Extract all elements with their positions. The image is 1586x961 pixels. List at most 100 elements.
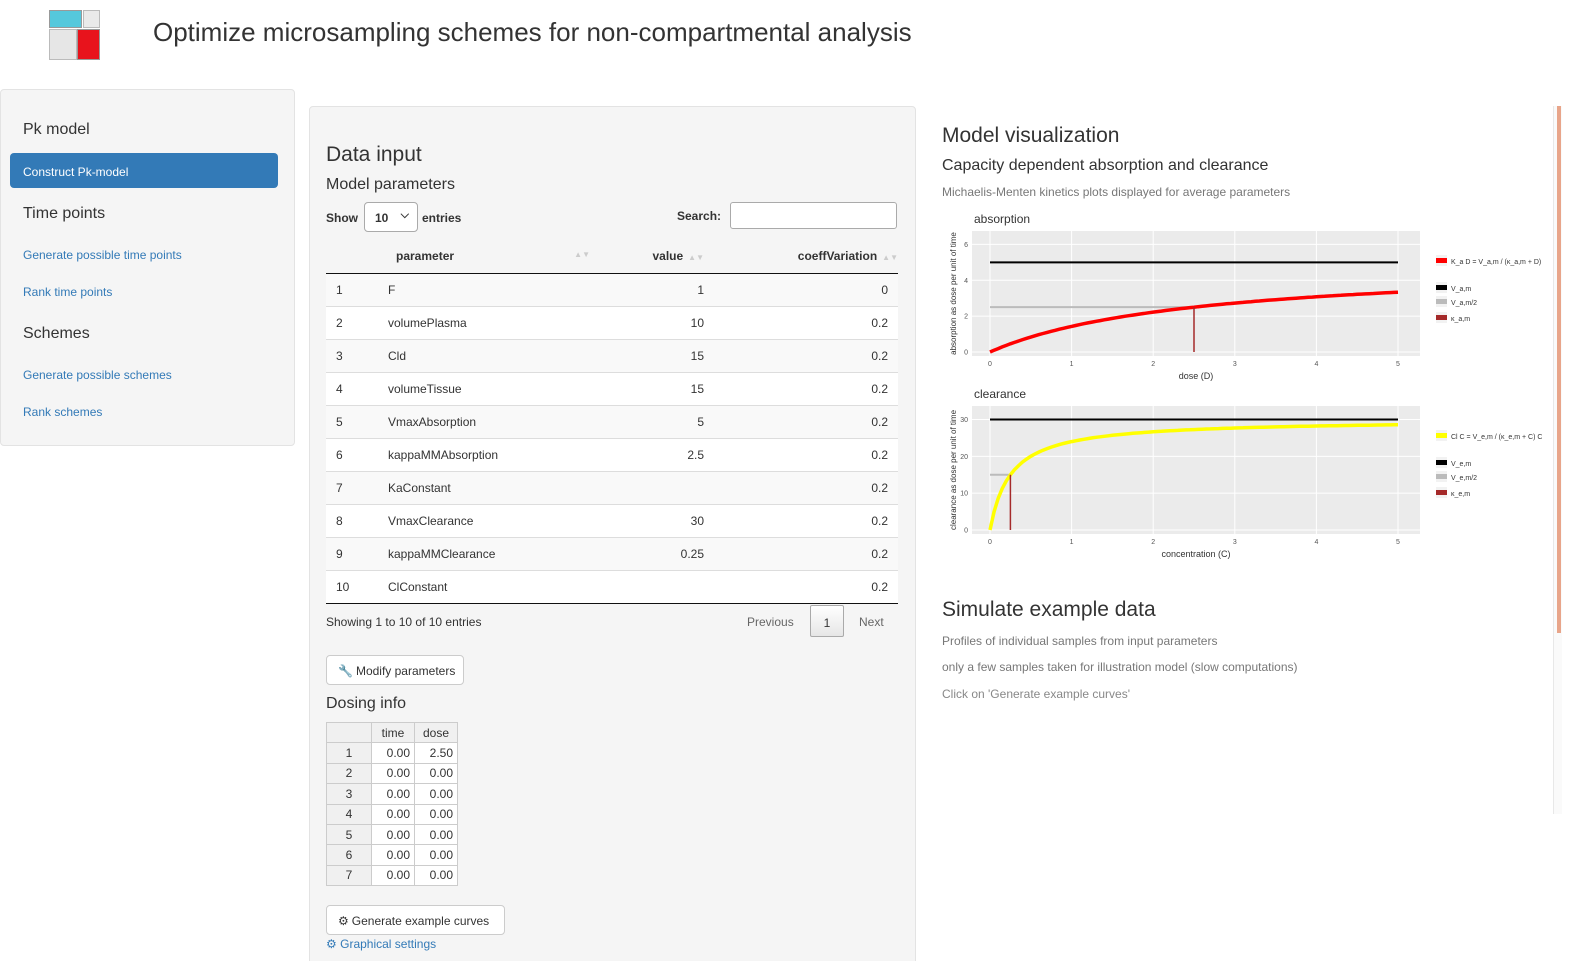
dosing-time-cell[interactable]: 0.00	[371, 864, 415, 887]
coeffvariation-cell: 0.2	[704, 503, 898, 537]
legend-swatch	[1436, 433, 1447, 438]
sidebar-item-construct-pk-model[interactable]: Construct Pk-model	[10, 153, 278, 188]
parameter-cell: volumePlasma	[364, 305, 594, 339]
pagination-previous[interactable]: Previous	[747, 615, 794, 629]
dosing-row-index: 2	[326, 762, 372, 785]
legend-label: Cl C = V_e,m / (κ_e,m + C) C	[1451, 434, 1542, 441]
x-tick-label: 4	[1314, 539, 1318, 546]
legend-label: V_a,m	[1451, 286, 1471, 293]
value-cell: 2.5	[594, 437, 704, 471]
parameter-cell: ClConstant	[364, 569, 594, 604]
table-row: 6 kappaMMAbsorption 2.5 0.2	[326, 437, 898, 471]
mm-curve	[988, 423, 1398, 531]
model-visualization-title: Model visualization	[942, 124, 1120, 147]
show-label: Show	[326, 211, 358, 225]
parameter-cell: volumeTissue	[364, 371, 594, 405]
plot-panel	[972, 406, 1420, 534]
modify-parameters-button[interactable]: 🔧 Modify parameters	[326, 655, 464, 685]
logo-gray-square	[83, 10, 100, 28]
pagination-page-1[interactable]: 1	[810, 605, 844, 637]
wrench-icon: 🔧	[338, 664, 353, 678]
legend-swatch	[1436, 490, 1447, 495]
column-header-coeffvariation[interactable]: coeffVariation ▲▼	[704, 239, 898, 274]
dosing-dose-cell[interactable]: 0.00	[414, 803, 458, 825]
dosing-row: 6 0.00 0.00	[326, 844, 458, 866]
dosing-time-cell[interactable]: 0.00	[371, 844, 415, 866]
entries-select[interactable]: 10 ⌵	[364, 202, 418, 232]
dosing-time-cell[interactable]: 0.00	[371, 783, 415, 805]
sidebar-heading-time-points: Time points	[23, 205, 106, 222]
column-header-index	[326, 239, 364, 274]
sidebar-item-generate-time-points[interactable]: Generate possible time points	[23, 248, 182, 262]
dosing-dose-cell[interactable]: 0.00	[414, 762, 458, 785]
coeffvariation-cell: 0.2	[704, 305, 898, 339]
legend-label: V_e,m/2	[1451, 475, 1477, 482]
table-row: 5 VmaxAbsorption 5 0.2	[326, 404, 898, 438]
dosing-row: 4 0.00 0.00	[326, 803, 458, 825]
sidebar-item-rank-schemes[interactable]: Rank schemes	[23, 405, 103, 419]
simulate-description-1: Profiles of individual samples from inpu…	[942, 634, 1218, 648]
x-tick-label: 1	[1070, 361, 1074, 368]
scrollbar-thumb[interactable]	[1557, 106, 1561, 633]
dosing-row-index: 5	[326, 823, 372, 846]
column-header-parameter[interactable]: parameter ▲▼	[364, 239, 594, 274]
parameter-cell: VmaxClearance	[364, 503, 594, 537]
dosing-dose-cell[interactable]: 2.50	[414, 742, 458, 764]
dosing-time-cell[interactable]: 0.00	[371, 823, 415, 846]
x-tick-label: 3	[1233, 539, 1237, 546]
value-cell	[594, 569, 704, 604]
sort-icon: ▲▼	[688, 252, 704, 262]
row-index: 2	[326, 305, 364, 339]
dosing-info-heading: Dosing info	[326, 695, 407, 712]
clearance-chart: 0 1 2 3 4 5 0 10 20 30 clearance concentration (C) c…	[949, 387, 1542, 559]
logo-cyan-square	[49, 10, 82, 28]
dosing-dose-cell[interactable]: 0.00	[414, 823, 458, 846]
coeffvariation-cell: 0.2	[704, 470, 898, 504]
absorption-chart: 0 1 2 3 4 5 0 2 4 6 absorption dose (D) absorption a…	[949, 212, 1542, 381]
parameter-cell: Cld	[364, 338, 594, 372]
chart-title: absorption	[974, 212, 1030, 226]
y-axis-label: absorption as dose per unit of time	[949, 232, 958, 355]
search-label: Search:	[677, 209, 722, 223]
graphical-settings-link[interactable]: ⚙ Graphical settings	[326, 937, 437, 951]
legend-swatch	[1436, 258, 1447, 263]
dosing-table: time dose 1 0.00 2.50 2 0.00 0.00 3 0.00 0.00 4 0.…	[326, 721, 458, 887]
x-tick-label: 1	[1070, 539, 1074, 546]
dosing-dose-cell[interactable]: 0.00	[414, 783, 458, 805]
logo-gray-square	[49, 29, 77, 60]
row-index: 5	[326, 404, 364, 438]
sidebar-heading-pk-model: Pk model	[23, 121, 90, 138]
search-input[interactable]	[730, 202, 897, 229]
y-tick-label: 30	[960, 417, 968, 424]
dosing-time-cell[interactable]: 0.00	[371, 803, 415, 825]
dosing-time-cell[interactable]: 0.00	[371, 742, 415, 764]
dosing-dose-cell[interactable]: 0.00	[414, 844, 458, 866]
pagination-next[interactable]: Next	[859, 615, 884, 629]
dosing-header-row: time dose	[326, 721, 458, 744]
dosing-dose-cell[interactable]: 0.00	[414, 864, 458, 887]
row-index: 10	[326, 569, 364, 604]
dosing-row: 5 0.00 0.00	[326, 823, 458, 846]
legend-label: κ_a,m	[1451, 316, 1470, 323]
generate-example-curves-button[interactable]: ⚙ Generate example curves	[326, 905, 505, 935]
coeffvariation-cell: 0.2	[704, 536, 898, 570]
row-index: 6	[326, 437, 364, 471]
column-header-value[interactable]: value ▲▼	[594, 239, 704, 274]
dosing-row: 2 0.00 0.00	[326, 762, 458, 785]
value-cell: 15	[594, 338, 704, 372]
x-tick-label: 5	[1396, 539, 1400, 546]
row-index: 9	[326, 536, 364, 570]
row-index: 1	[326, 272, 364, 306]
simulate-description-2: only a few samples taken for illustratio…	[942, 660, 1298, 674]
dosing-time-cell[interactable]: 0.00	[371, 762, 415, 785]
value-cell: 10	[594, 305, 704, 339]
sidebar-item-generate-schemes[interactable]: Generate possible schemes	[23, 368, 172, 382]
data-input-title: Data input	[326, 143, 422, 166]
gears-icon: ⚙	[338, 914, 349, 928]
dosing-row: 1 0.00 2.50	[326, 742, 458, 764]
sort-icon: ▲▼	[882, 252, 898, 262]
table-row: 4 volumeTissue 15 0.2	[326, 371, 898, 405]
value-cell: 0.25	[594, 536, 704, 570]
table-row: 2 volumePlasma 10 0.2	[326, 305, 898, 339]
sidebar-item-rank-time-points[interactable]: Rank time points	[23, 285, 113, 299]
